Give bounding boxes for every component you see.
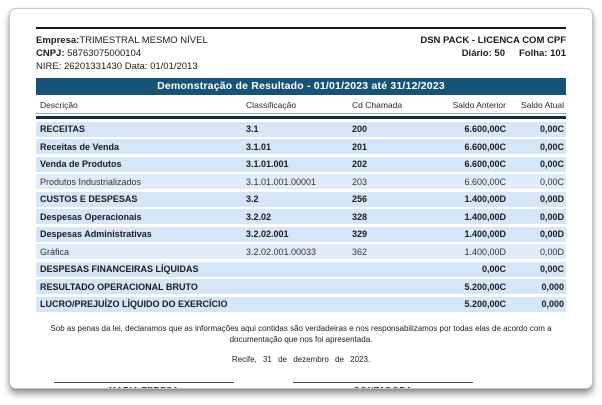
page-content: Empresa:TRIMESTRAL MESMO NÍVEL CNPJ: 587… — [10, 27, 592, 364]
cell-atual: 0,000 — [541, 299, 564, 309]
signature-block-left: MARIA TERESA — [54, 382, 234, 388]
cell-cd: 201 — [352, 141, 368, 152]
cell-atual: 0,000 — [541, 281, 564, 292]
report-header: Empresa:TRIMESTRAL MESMO NÍVEL CNPJ: 587… — [36, 34, 566, 73]
report-page: Empresa:TRIMESTRAL MESMO NÍVEL CNPJ: 587… — [9, 8, 593, 389]
top-divider — [36, 27, 566, 29]
date-line: Recife, 31 de dezembro de 2023. — [231, 354, 371, 364]
cell-anterior: 1.400,00D — [464, 211, 506, 222]
cell-descricao: CUSTOS E DESPESAS — [40, 194, 138, 204]
report-title-bar: Demonstração de Resultado - 01/01/2023 a… — [36, 78, 566, 95]
signature-line — [54, 382, 234, 383]
cell-classificacao: 3.1 — [246, 124, 259, 134]
cell-cd: 200 — [352, 124, 368, 134]
diario-folha-line: Diário: 50 Folha: 101 — [420, 47, 566, 60]
company-info: Empresa:TRIMESTRAL MESMO NÍVEL CNPJ: 587… — [36, 34, 208, 73]
cell-descricao: Despesas Operacionais — [40, 211, 142, 222]
cell-cd: 362 — [352, 246, 368, 257]
table-row: Receitas de Venda 3.1.01 201 6.600,00C 0,00C — [36, 139, 566, 154]
cnpj-line: CNPJ: 58763075000104 — [36, 47, 208, 60]
table-row: Despesas Administrativas 3.2.02.001 329 1.4… — [36, 226, 566, 242]
cell-atual: 0,00D — [539, 246, 564, 257]
folha-label: Folha: — [519, 48, 548, 59]
signature-name: MARIA TERESA — [54, 385, 234, 388]
table-row: RESULTADO OPERACIONAL BRUTO 5.200,00C 0,00… — [36, 279, 566, 294]
cell-atual: 0,00C — [539, 264, 564, 274]
cell-cd: 202 — [352, 159, 368, 169]
signature-line — [293, 382, 473, 383]
table-row: Produtos Industrializados 3.1.01.001.0000… — [36, 174, 566, 189]
cell-classificacao: 3.2.02 — [246, 211, 272, 222]
cell-descricao: Receitas de Venda — [40, 141, 120, 152]
license-info: DSN PACK - LICENCA COM CPF Diário: 50 Fol… — [420, 34, 566, 73]
cell-anterior: 1.400,00D — [464, 246, 506, 257]
col-cd-chamada: Cd Chamada — [352, 100, 403, 110]
cell-descricao: RESULTADO OPERACIONAL BRUTO — [40, 281, 198, 292]
cell-descricao: Despesas Administrativas — [40, 229, 152, 239]
license-name: DSN PACK - LICENCA COM CPF — [420, 35, 566, 46]
cell-classificacao: 3.2 — [246, 194, 259, 204]
cell-anterior: 1.400,00D — [464, 229, 506, 239]
cell-anterior: 5.200,00C — [464, 281, 506, 292]
signature-name: CONTADORA — [293, 385, 473, 388]
table-row: RECEITAS 3.1 200 6.600,00C 0,00C — [36, 121, 566, 137]
cell-classificacao: 3.1.01.001 — [246, 159, 289, 169]
col-descricao: Descrição — [40, 100, 78, 110]
empresa-label: Empresa: — [36, 35, 80, 46]
col-classificacao: Classificação — [246, 100, 297, 110]
declaration-text: Sob as penas da lei, declaramos que as i… — [50, 323, 552, 344]
table-row: LUCRO/PREJUÍZO LÍQUIDO DO EXERCÍCIO 5.200… — [36, 296, 566, 312]
cell-descricao: RECEITAS — [40, 124, 85, 134]
col-saldo-atual: Saldo Atual — [520, 100, 564, 110]
cell-atual: 0,00D — [539, 194, 564, 204]
cell-descricao: Venda de Produtos — [40, 159, 122, 169]
cell-classificacao: 3.1.01 — [246, 141, 272, 152]
cell-anterior: 1.400,00D — [464, 194, 506, 204]
table-column-headers: Descrição Classificação Cd Chamada Saldo… — [36, 95, 566, 114]
col-saldo-anterior: Saldo Anterior — [452, 100, 506, 110]
cnpj-label: CNPJ: — [36, 48, 65, 59]
cell-atual: 0,00D — [539, 229, 564, 239]
cell-atual: 0,00C — [539, 176, 564, 187]
cell-cd: 256 — [352, 194, 368, 204]
cell-anterior: 6.600,00C — [464, 176, 506, 187]
cnpj-value: 58763075000104 — [67, 48, 142, 59]
cell-descricao: Gráfica — [40, 246, 70, 257]
cell-anterior: 6.600,00C — [464, 159, 506, 169]
diario-label: Diário: — [461, 48, 492, 59]
folha-value: 101 — [550, 48, 566, 59]
company-line: Empresa:TRIMESTRAL MESMO NÍVEL — [36, 34, 208, 47]
cell-classificacao: 3.2.02.001.00033 — [246, 246, 317, 257]
cell-anterior: 0,00C — [481, 264, 506, 274]
empresa-value: TRIMESTRAL MESMO NÍVEL — [79, 35, 208, 46]
cell-descricao: DESPESAS FINANCEIRAS LÍQUIDAS — [40, 264, 199, 274]
table-row: Gráfica 3.2.02.001.00033 362 1.400,00D 0,00D — [36, 244, 566, 259]
cell-cd: 329 — [352, 229, 368, 239]
cell-descricao: LUCRO/PREJUÍZO LÍQUIDO DO EXERCÍCIO — [40, 299, 228, 309]
cell-atual: 0,00D — [539, 211, 564, 222]
cell-anterior: 6.600,00C — [464, 124, 506, 134]
cell-anterior: 6.600,00C — [464, 141, 506, 152]
table-row: Venda de Produtos 3.1.01.001 202 6.600,00C 0… — [36, 156, 566, 172]
cell-cd: 203 — [352, 176, 368, 187]
cell-descricao: Produtos Industrializados — [40, 176, 142, 187]
cell-atual: 0,00C — [539, 141, 564, 152]
cell-classificacao: 3.2.02.001 — [246, 229, 289, 239]
cell-atual: 0,00C — [539, 159, 564, 169]
signature-area: MARIA TERESA CONTADORA — [36, 382, 566, 388]
header-thick-rule — [36, 116, 566, 119]
table-row: DESPESAS FINANCEIRAS LÍQUIDAS 0,00C 0,00C — [36, 261, 566, 277]
table-row: Despesas Operacionais 3.2.02 328 1.400,00D 0… — [36, 209, 566, 224]
cell-classificacao: 3.1.01.001.00001 — [246, 176, 317, 187]
cell-anterior: 5.200,00C — [464, 299, 506, 309]
table-row: CUSTOS E DESPESAS 3.2 256 1.400,00D 0,00D — [36, 191, 566, 207]
nire-line: NIRE: 26201331430 Data: 01/01/2013 — [36, 61, 198, 72]
cell-cd: 328 — [352, 211, 368, 222]
cell-atual: 0,00C — [539, 124, 564, 134]
table-body: RECEITAS 3.1 200 6.600,00C 0,00C Receitas de … — [36, 121, 566, 312]
signature-block-right: CONTADORA — [293, 382, 473, 388]
diario-value: 50 — [494, 48, 505, 59]
